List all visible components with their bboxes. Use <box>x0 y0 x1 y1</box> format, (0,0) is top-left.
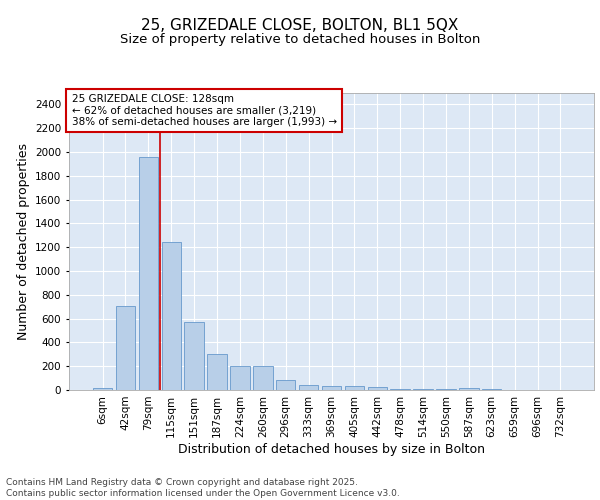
Text: 25 GRIZEDALE CLOSE: 128sqm
← 62% of detached houses are smaller (3,219)
38% of s: 25 GRIZEDALE CLOSE: 128sqm ← 62% of deta… <box>71 94 337 127</box>
Bar <box>230 366 250 390</box>
Bar <box>161 242 181 390</box>
Text: 25, GRIZEDALE CLOSE, BOLTON, BL1 5QX: 25, GRIZEDALE CLOSE, BOLTON, BL1 5QX <box>142 18 458 32</box>
Bar <box>322 386 341 390</box>
Bar <box>184 322 204 390</box>
Bar <box>436 389 455 390</box>
Text: Size of property relative to detached houses in Bolton: Size of property relative to detached ho… <box>120 32 480 46</box>
Bar <box>139 157 158 390</box>
Bar <box>116 306 135 390</box>
Bar <box>413 389 433 390</box>
Bar <box>253 366 272 390</box>
Bar <box>299 384 319 390</box>
Bar <box>276 380 295 390</box>
Y-axis label: Number of detached properties: Number of detached properties <box>17 143 29 340</box>
Bar <box>368 386 387 390</box>
Bar <box>391 388 410 390</box>
Bar <box>208 354 227 390</box>
Bar <box>344 386 364 390</box>
Bar <box>459 388 479 390</box>
Text: Contains HM Land Registry data © Crown copyright and database right 2025.
Contai: Contains HM Land Registry data © Crown c… <box>6 478 400 498</box>
Bar <box>93 388 112 390</box>
X-axis label: Distribution of detached houses by size in Bolton: Distribution of detached houses by size … <box>178 442 485 456</box>
